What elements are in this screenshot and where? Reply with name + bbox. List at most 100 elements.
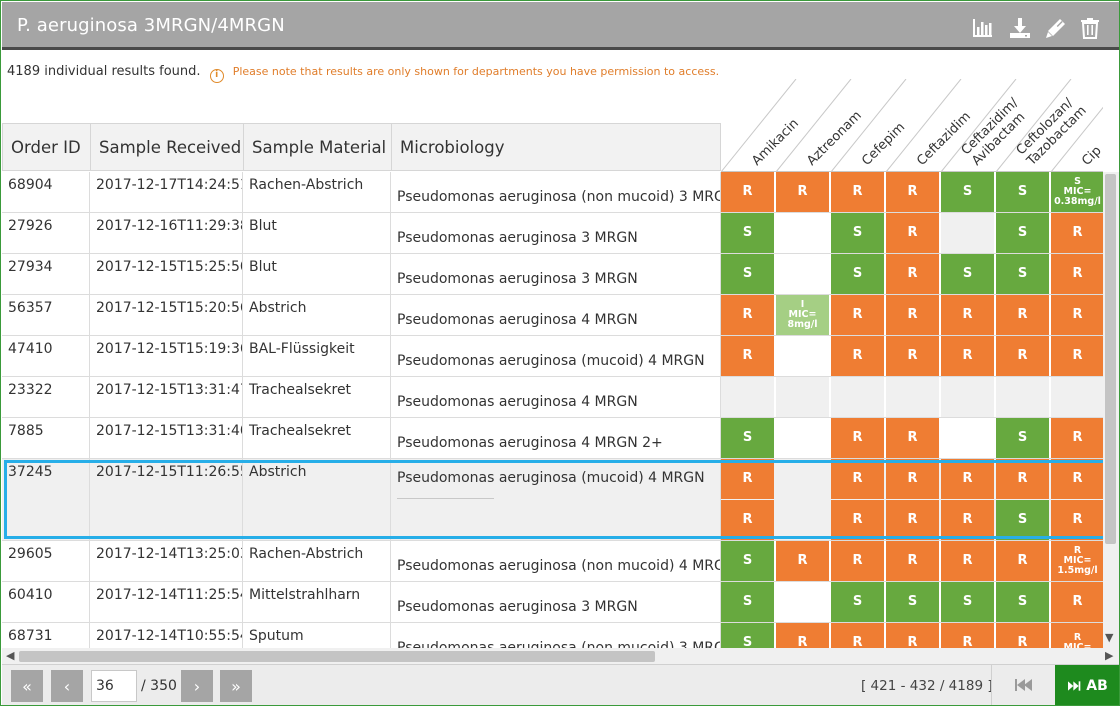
table-row[interactable]: 47410 2017-12-15T15:19:36 BAL-Flüssigkeit P… xyxy=(2,336,1103,377)
susceptibility-cell[interactable] xyxy=(941,418,994,458)
susceptibility-cell[interactable]: R xyxy=(1051,459,1103,499)
susceptibility-cell[interactable]: R xyxy=(1051,213,1103,253)
susceptibility-cell[interactable]: S xyxy=(996,418,1049,458)
next-ab-button[interactable]: AB xyxy=(1055,665,1119,705)
susceptibility-cell[interactable] xyxy=(776,459,829,499)
susceptibility-cell[interactable]: R xyxy=(941,336,994,376)
susceptibility-cell[interactable]: R xyxy=(941,623,994,648)
susceptibility-cell[interactable]: R xyxy=(1051,254,1103,294)
first-page-button[interactable]: « xyxy=(11,670,43,702)
susceptibility-cell[interactable]: R xyxy=(996,541,1049,581)
prev-page-button[interactable]: ‹ xyxy=(51,670,83,702)
susceptibility-cell[interactable]: R xyxy=(886,336,939,376)
susceptibility-cell[interactable] xyxy=(1051,377,1103,417)
susceptibility-cell[interactable]: R xyxy=(941,459,994,499)
susceptibility-cell[interactable]: R xyxy=(831,459,884,499)
last-page-button[interactable]: » xyxy=(220,670,252,702)
table-row[interactable]: 37245 2017-12-15T11:26:55 Abstrich Pseudomo… xyxy=(2,459,1103,541)
susceptibility-cell[interactable]: R xyxy=(886,172,939,212)
susceptibility-cell[interactable] xyxy=(941,213,994,253)
antibiotic-header[interactable]: Ceftazidim xyxy=(914,109,974,169)
download-icon[interactable] xyxy=(1008,16,1032,40)
next-page-button[interactable]: › xyxy=(181,670,213,702)
susceptibility-cell[interactable]: S xyxy=(996,582,1049,622)
table-row[interactable]: 68904 2017-12-17T14:24:51 Rachen-Abstrich P… xyxy=(2,172,1103,213)
susceptibility-cell[interactable]: R MIC= xyxy=(1051,623,1103,648)
susceptibility-cell[interactable]: S xyxy=(996,172,1049,212)
susceptibility-cell[interactable]: R xyxy=(831,541,884,581)
susceptibility-cell[interactable] xyxy=(886,377,939,417)
susceptibility-cell[interactable] xyxy=(776,582,829,622)
susceptibility-cell[interactable]: S xyxy=(996,213,1049,253)
susceptibility-cell[interactable]: R xyxy=(996,295,1049,335)
susceptibility-cell[interactable]: S xyxy=(721,541,774,581)
susceptibility-cell[interactable]: S xyxy=(831,213,884,253)
susceptibility-cell[interactable]: R xyxy=(831,336,884,376)
susceptibility-cell[interactable] xyxy=(776,213,829,253)
susceptibility-cell[interactable]: R xyxy=(721,295,774,335)
bar-chart-icon[interactable] xyxy=(970,16,994,40)
susceptibility-cell[interactable]: R xyxy=(831,500,884,540)
susceptibility-cell[interactable] xyxy=(831,377,884,417)
antibiotic-header[interactable]: Amikacin xyxy=(749,116,802,169)
table-row[interactable]: 23322 2017-12-15T13:31:47 Trachealsekret Ps… xyxy=(2,377,1103,418)
antibiotic-header[interactable]: Cip xyxy=(1079,143,1103,168)
susceptibility-cell[interactable]: S xyxy=(831,254,884,294)
susceptibility-cell[interactable]: R xyxy=(886,418,939,458)
susceptibility-cell[interactable]: R xyxy=(941,541,994,581)
susceptibility-cell[interactable]: R xyxy=(996,459,1049,499)
susceptibility-cell[interactable]: R xyxy=(886,295,939,335)
susceptibility-cell[interactable]: R xyxy=(776,172,829,212)
horizontal-scrollbar-thumb[interactable] xyxy=(19,651,655,662)
susceptibility-cell[interactable]: R xyxy=(996,623,1049,648)
susceptibility-cell[interactable]: R xyxy=(831,172,884,212)
antibiotic-header[interactable]: Ceftazidim/Avibactam xyxy=(959,95,1033,169)
susceptibility-cell[interactable]: R xyxy=(1051,418,1103,458)
susceptibility-cell[interactable]: S xyxy=(721,582,774,622)
susceptibility-cell[interactable]: R xyxy=(886,541,939,581)
susceptibility-cell[interactable]: S xyxy=(721,213,774,253)
vertical-scrollbar-thumb[interactable] xyxy=(1105,174,1116,544)
pencil-icon[interactable] xyxy=(1044,16,1068,40)
table-row[interactable]: 68731 2017-12-14T10:55:54 Sputum Pseudomona… xyxy=(2,623,1103,648)
skip-back-icon[interactable] xyxy=(1011,673,1035,697)
susceptibility-cell[interactable] xyxy=(776,500,829,540)
susceptibility-cell[interactable]: R xyxy=(831,623,884,648)
table-row[interactable]: 29605 2017-12-14T13:25:03 Rachen-Abstrich P… xyxy=(2,541,1103,582)
susceptibility-cell[interactable]: R xyxy=(831,418,884,458)
susceptibility-cell[interactable] xyxy=(776,377,829,417)
susceptibility-cell[interactable] xyxy=(996,377,1049,417)
susceptibility-cell[interactable]: R xyxy=(776,541,829,581)
susceptibility-cell[interactable]: R xyxy=(721,459,774,499)
susceptibility-cell[interactable]: R xyxy=(886,254,939,294)
scroll-left-arrow-icon[interactable]: ◀ xyxy=(6,649,15,662)
susceptibility-cell[interactable] xyxy=(721,377,774,417)
susceptibility-cell[interactable]: R xyxy=(886,623,939,648)
susceptibility-cell[interactable]: R xyxy=(941,295,994,335)
susceptibility-cell[interactable]: S xyxy=(886,582,939,622)
table-row[interactable]: 56357 2017-12-15T15:20:56 Abstrich Pseudomo… xyxy=(2,295,1103,336)
susceptibility-cell[interactable]: S xyxy=(721,418,774,458)
susceptibility-cell[interactable] xyxy=(941,377,994,417)
scroll-down-arrow-icon[interactable]: ▼ xyxy=(1105,631,1114,644)
susceptibility-cell[interactable]: R xyxy=(776,623,829,648)
table-row[interactable]: 27926 2017-12-16T11:29:38 Blut Pseudomonas … xyxy=(2,213,1103,254)
susceptibility-cell[interactable]: R xyxy=(1051,500,1103,540)
susceptibility-cell[interactable]: I MIC= 8mg/l xyxy=(776,295,829,335)
table-row[interactable]: 27934 2017-12-15T15:25:50 Blut Pseudomonas … xyxy=(2,254,1103,295)
susceptibility-cell[interactable]: S xyxy=(831,582,884,622)
susceptibility-cell[interactable]: R xyxy=(1051,295,1103,335)
col-header-sample-material[interactable]: Sample Material xyxy=(243,123,391,171)
susceptibility-cell[interactable]: S xyxy=(721,254,774,294)
susceptibility-cell[interactable]: S xyxy=(996,500,1049,540)
susceptibility-cell[interactable]: R xyxy=(721,172,774,212)
scroll-right-arrow-icon[interactable]: ▶ xyxy=(1105,649,1114,662)
susceptibility-cell[interactable]: R xyxy=(886,213,939,253)
table-row[interactable]: 7885 2017-12-15T13:31:40 Trachealsekret Pse… xyxy=(2,418,1103,459)
col-header-order-id[interactable]: Order ID xyxy=(2,123,90,171)
susceptibility-cell[interactable]: R xyxy=(721,336,774,376)
page-number-input[interactable] xyxy=(91,670,137,702)
susceptibility-cell[interactable]: R xyxy=(886,459,939,499)
susceptibility-cell[interactable]: S xyxy=(996,254,1049,294)
antibiotic-header[interactable]: Aztreonam xyxy=(804,108,865,169)
